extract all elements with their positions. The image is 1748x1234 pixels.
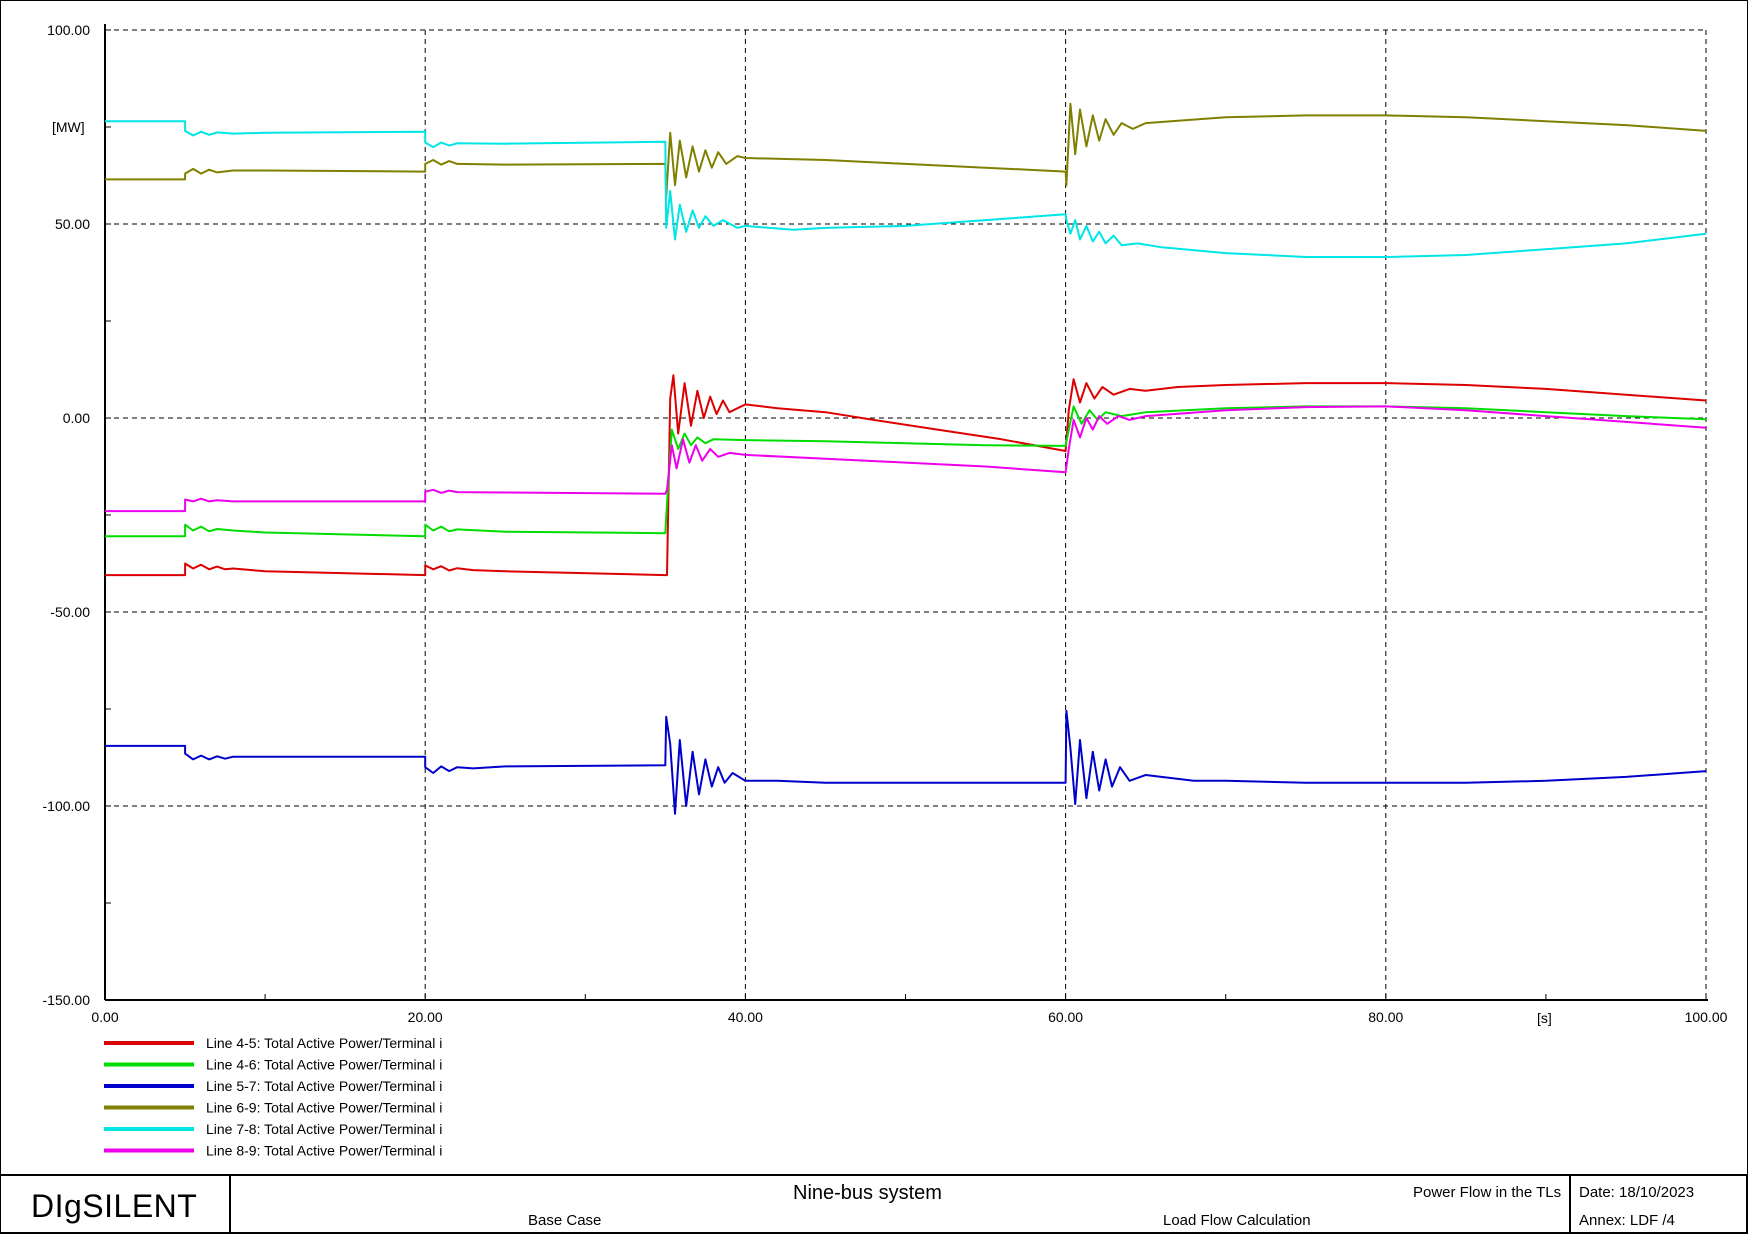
x-tick-label: 0.00 [91, 1009, 118, 1025]
legend-label: Line 5-7: Total Active Power/Terminal i [206, 1078, 442, 1094]
annex-field: Annex: LDF /4 [1579, 1212, 1675, 1229]
series-line-6 [105, 405, 1707, 513]
brand-cell: DIgSILENT [1, 1176, 231, 1232]
y-tick-label: 100.00 [47, 22, 90, 38]
x-tick-label: 20.00 [408, 1009, 443, 1025]
study-case: Base Case [528, 1212, 602, 1229]
legend-label: Line 4-6: Total Active Power/Terminal i [206, 1057, 442, 1073]
legend: Line 4-5: Total Active Power/Terminal i L… [104, 1035, 442, 1159]
legend-label: Line 4-5: Total Active Power/Terminal i [206, 1035, 442, 1051]
legend-label: Line 6-9: Total Active Power/Terminal i [206, 1100, 442, 1116]
legend-label: Line 8-9: Total Active Power/Terminal i [206, 1143, 442, 1159]
x-tick-label: 40.00 [728, 1009, 763, 1025]
x-tick-label: 80.00 [1368, 1009, 1403, 1025]
series-line-1 [105, 374, 1707, 577]
y-tick-label: -50.00 [50, 604, 90, 620]
info-cell: Nine-bus system Power Flow in the TLs Ba… [231, 1176, 1571, 1232]
date-field: Date: 18/10/2023 [1579, 1184, 1695, 1201]
diagram-subtitle: Power Flow in the TLs [1413, 1184, 1562, 1201]
y-tick-label: 50.00 [55, 216, 90, 232]
series-line-2 [105, 405, 1707, 538]
grid [105, 29, 1707, 1000]
axes: 0.00 20.00 40.00 60.00 80.00 100.00 100.00 50.0… [43, 22, 1728, 1025]
meta-cell: Date: 18/10/2023 Annex: LDF /4 [1571, 1176, 1746, 1232]
title-block: DIgSILENT Nine-bus system Power Flow in … [0, 1174, 1747, 1233]
y-tick-label: -100.00 [43, 798, 91, 814]
brand-logo-text: DIgSILENT [31, 1188, 198, 1224]
y-unit-label: [MW] [52, 119, 85, 135]
legend-label: Line 7-8: Total Active Power/Terminal i [206, 1121, 442, 1137]
calculation-type: Load Flow Calculation [1163, 1212, 1311, 1229]
y-tick-label: 0.00 [63, 410, 90, 426]
x-tick-label: 60.00 [1048, 1009, 1083, 1025]
series-line-5 [105, 120, 1707, 258]
project-title: Nine-bus system [793, 1182, 942, 1204]
series-line-3 [105, 709, 1707, 815]
series-group [105, 102, 1707, 815]
y-tick-label: -150.00 [43, 992, 91, 1008]
x-unit-label: [s] [1537, 1010, 1552, 1026]
series-line-4 [105, 102, 1707, 198]
x-tick-label: 100.00 [1685, 1009, 1728, 1025]
